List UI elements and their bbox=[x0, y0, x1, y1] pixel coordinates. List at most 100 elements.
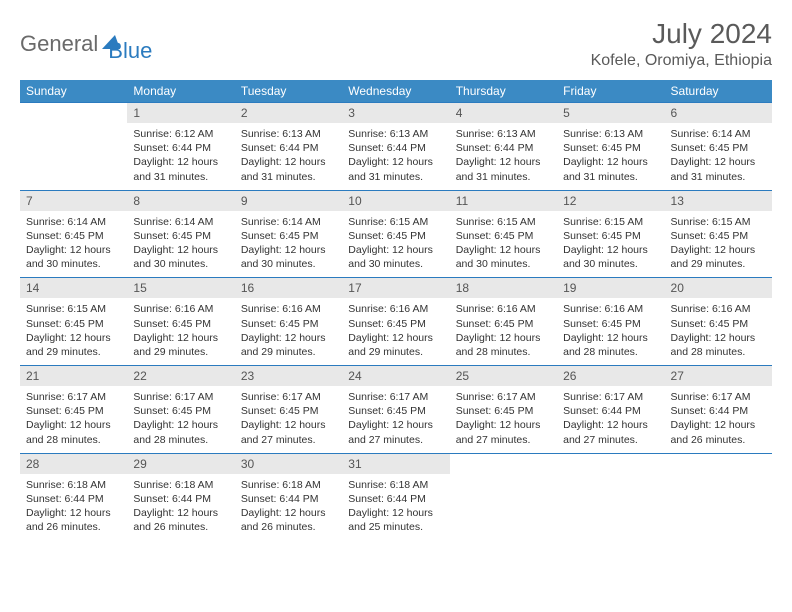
sunrise-text: Sunrise: 6:13 AM bbox=[348, 127, 443, 141]
sunset-text: Sunset: 6:45 PM bbox=[133, 317, 228, 331]
sunset-text: Sunset: 6:44 PM bbox=[563, 404, 658, 418]
daylight-text: Daylight: 12 hours and 30 minutes. bbox=[563, 243, 658, 271]
day-body: Sunrise: 6:17 AMSunset: 6:45 PMDaylight:… bbox=[342, 386, 449, 453]
day-body: Sunrise: 6:13 AMSunset: 6:44 PMDaylight:… bbox=[450, 123, 557, 190]
sunset-text: Sunset: 6:45 PM bbox=[241, 229, 336, 243]
sunrise-text: Sunrise: 6:17 AM bbox=[241, 390, 336, 404]
day-body: Sunrise: 6:13 AMSunset: 6:45 PMDaylight:… bbox=[557, 123, 664, 190]
calendar-day-cell: 20Sunrise: 6:16 AMSunset: 6:45 PMDayligh… bbox=[665, 278, 772, 366]
daylight-text: Daylight: 12 hours and 29 minutes. bbox=[241, 331, 336, 359]
day-body: Sunrise: 6:17 AMSunset: 6:44 PMDaylight:… bbox=[557, 386, 664, 453]
weekday-header-cell: Sunday bbox=[20, 80, 127, 103]
brand-logo: General Blue bbox=[20, 18, 152, 64]
day-number: 24 bbox=[342, 366, 449, 386]
daylight-text: Daylight: 12 hours and 26 minutes. bbox=[26, 506, 121, 534]
sunset-text: Sunset: 6:45 PM bbox=[26, 404, 121, 418]
sunrise-text: Sunrise: 6:13 AM bbox=[563, 127, 658, 141]
day-body: Sunrise: 6:16 AMSunset: 6:45 PMDaylight:… bbox=[342, 298, 449, 365]
day-number: 1 bbox=[127, 103, 234, 123]
daylight-text: Daylight: 12 hours and 31 minutes. bbox=[456, 155, 551, 183]
day-body: Sunrise: 6:14 AMSunset: 6:45 PMDaylight:… bbox=[665, 123, 772, 190]
daylight-text: Daylight: 12 hours and 28 minutes. bbox=[133, 418, 228, 446]
sunset-text: Sunset: 6:44 PM bbox=[133, 492, 228, 506]
sunset-text: Sunset: 6:44 PM bbox=[671, 404, 766, 418]
page-header: General Blue July 2024 Kofele, Oromiya, … bbox=[20, 18, 772, 70]
day-body: Sunrise: 6:14 AMSunset: 6:45 PMDaylight:… bbox=[20, 211, 127, 278]
sunrise-text: Sunrise: 6:13 AM bbox=[241, 127, 336, 141]
calendar-day-cell: 26Sunrise: 6:17 AMSunset: 6:44 PMDayligh… bbox=[557, 366, 664, 454]
day-body: Sunrise: 6:14 AMSunset: 6:45 PMDaylight:… bbox=[127, 211, 234, 278]
day-number: 29 bbox=[127, 454, 234, 474]
sunrise-text: Sunrise: 6:17 AM bbox=[671, 390, 766, 404]
calendar-day-cell: 6Sunrise: 6:14 AMSunset: 6:45 PMDaylight… bbox=[665, 103, 772, 191]
day-body: Sunrise: 6:16 AMSunset: 6:45 PMDaylight:… bbox=[450, 298, 557, 365]
sunrise-text: Sunrise: 6:15 AM bbox=[671, 215, 766, 229]
sunset-text: Sunset: 6:44 PM bbox=[133, 141, 228, 155]
calendar-day-cell: 3Sunrise: 6:13 AMSunset: 6:44 PMDaylight… bbox=[342, 103, 449, 191]
day-body: Sunrise: 6:16 AMSunset: 6:45 PMDaylight:… bbox=[557, 298, 664, 365]
sunrise-text: Sunrise: 6:16 AM bbox=[671, 302, 766, 316]
sunset-text: Sunset: 6:45 PM bbox=[671, 229, 766, 243]
day-number: 21 bbox=[20, 366, 127, 386]
sunset-text: Sunset: 6:45 PM bbox=[348, 404, 443, 418]
day-number: 16 bbox=[235, 278, 342, 298]
day-body: Sunrise: 6:13 AMSunset: 6:44 PMDaylight:… bbox=[342, 123, 449, 190]
daylight-text: Daylight: 12 hours and 29 minutes. bbox=[348, 331, 443, 359]
daylight-text: Daylight: 12 hours and 30 minutes. bbox=[348, 243, 443, 271]
day-body: Sunrise: 6:16 AMSunset: 6:45 PMDaylight:… bbox=[665, 298, 772, 365]
daylight-text: Daylight: 12 hours and 26 minutes. bbox=[671, 418, 766, 446]
calendar-day-cell: 12Sunrise: 6:15 AMSunset: 6:45 PMDayligh… bbox=[557, 190, 664, 278]
sunrise-text: Sunrise: 6:17 AM bbox=[133, 390, 228, 404]
daylight-text: Daylight: 12 hours and 31 minutes. bbox=[133, 155, 228, 183]
calendar-day-cell: 10Sunrise: 6:15 AMSunset: 6:45 PMDayligh… bbox=[342, 190, 449, 278]
daylight-text: Daylight: 12 hours and 29 minutes. bbox=[26, 331, 121, 359]
day-body: Sunrise: 6:17 AMSunset: 6:45 PMDaylight:… bbox=[20, 386, 127, 453]
sunset-text: Sunset: 6:45 PM bbox=[348, 317, 443, 331]
sunrise-text: Sunrise: 6:14 AM bbox=[133, 215, 228, 229]
sunset-text: Sunset: 6:45 PM bbox=[241, 317, 336, 331]
sunrise-text: Sunrise: 6:15 AM bbox=[563, 215, 658, 229]
sunrise-text: Sunrise: 6:16 AM bbox=[348, 302, 443, 316]
sunrise-text: Sunrise: 6:16 AM bbox=[456, 302, 551, 316]
sunset-text: Sunset: 6:45 PM bbox=[456, 317, 551, 331]
weekday-header-cell: Friday bbox=[557, 80, 664, 103]
day-number: 12 bbox=[557, 191, 664, 211]
calendar-day-cell: 5Sunrise: 6:13 AMSunset: 6:45 PMDaylight… bbox=[557, 103, 664, 191]
day-number: 15 bbox=[127, 278, 234, 298]
daylight-text: Daylight: 12 hours and 30 minutes. bbox=[133, 243, 228, 271]
day-body: Sunrise: 6:17 AMSunset: 6:44 PMDaylight:… bbox=[665, 386, 772, 453]
sunrise-text: Sunrise: 6:18 AM bbox=[133, 478, 228, 492]
sunrise-text: Sunrise: 6:18 AM bbox=[26, 478, 121, 492]
calendar-day-cell: 1Sunrise: 6:12 AMSunset: 6:44 PMDaylight… bbox=[127, 103, 234, 191]
daylight-text: Daylight: 12 hours and 31 minutes. bbox=[563, 155, 658, 183]
calendar-day-cell: 19Sunrise: 6:16 AMSunset: 6:45 PMDayligh… bbox=[557, 278, 664, 366]
day-number: 19 bbox=[557, 278, 664, 298]
calendar-day-cell: 8Sunrise: 6:14 AMSunset: 6:45 PMDaylight… bbox=[127, 190, 234, 278]
sunrise-text: Sunrise: 6:17 AM bbox=[26, 390, 121, 404]
calendar-day-cell: 11Sunrise: 6:15 AMSunset: 6:45 PMDayligh… bbox=[450, 190, 557, 278]
day-body: Sunrise: 6:18 AMSunset: 6:44 PMDaylight:… bbox=[235, 474, 342, 541]
calendar-body: 1Sunrise: 6:12 AMSunset: 6:44 PMDaylight… bbox=[20, 103, 772, 541]
sunrise-text: Sunrise: 6:13 AM bbox=[456, 127, 551, 141]
day-number: 8 bbox=[127, 191, 234, 211]
day-number: 23 bbox=[235, 366, 342, 386]
sunset-text: Sunset: 6:44 PM bbox=[241, 141, 336, 155]
day-body: Sunrise: 6:16 AMSunset: 6:45 PMDaylight:… bbox=[235, 298, 342, 365]
calendar-day-cell: 27Sunrise: 6:17 AMSunset: 6:44 PMDayligh… bbox=[665, 366, 772, 454]
sunset-text: Sunset: 6:44 PM bbox=[348, 492, 443, 506]
day-number: 6 bbox=[665, 103, 772, 123]
calendar-day-cell: 2Sunrise: 6:13 AMSunset: 6:44 PMDaylight… bbox=[235, 103, 342, 191]
calendar-day-cell: 22Sunrise: 6:17 AMSunset: 6:45 PMDayligh… bbox=[127, 366, 234, 454]
sunset-text: Sunset: 6:45 PM bbox=[563, 229, 658, 243]
sunrise-text: Sunrise: 6:15 AM bbox=[348, 215, 443, 229]
daylight-text: Daylight: 12 hours and 28 minutes. bbox=[456, 331, 551, 359]
daylight-text: Daylight: 12 hours and 28 minutes. bbox=[671, 331, 766, 359]
day-number: 3 bbox=[342, 103, 449, 123]
calendar-day-cell: 28Sunrise: 6:18 AMSunset: 6:44 PMDayligh… bbox=[20, 453, 127, 540]
day-number: 22 bbox=[127, 366, 234, 386]
calendar-day-cell: 21Sunrise: 6:17 AMSunset: 6:45 PMDayligh… bbox=[20, 366, 127, 454]
day-body: Sunrise: 6:15 AMSunset: 6:45 PMDaylight:… bbox=[557, 211, 664, 278]
day-number: 18 bbox=[450, 278, 557, 298]
sunrise-text: Sunrise: 6:14 AM bbox=[241, 215, 336, 229]
calendar-week-row: 1Sunrise: 6:12 AMSunset: 6:44 PMDaylight… bbox=[20, 103, 772, 191]
